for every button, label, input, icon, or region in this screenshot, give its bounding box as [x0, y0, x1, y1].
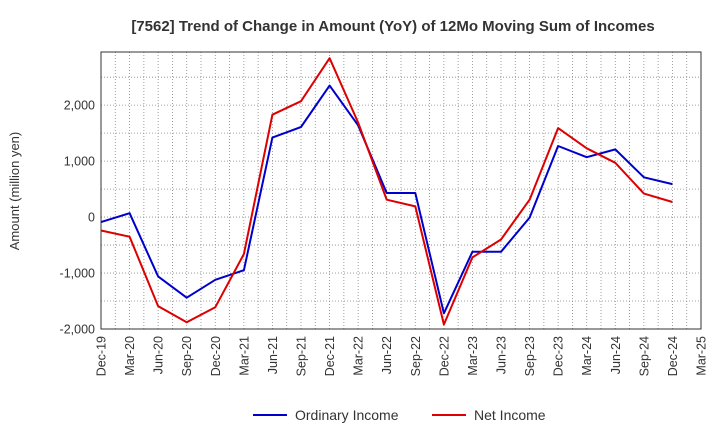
- x-axis-ticks: Dec-19 Mar-20 Jun-20 Sep-20 Dec-20 Mar-21 Jun-…: [95, 336, 709, 376]
- x-tick-label: Dec-21: [323, 336, 337, 376]
- x-tick-label: Jun-20: [152, 336, 166, 374]
- axes: [100, 51, 702, 330]
- y-tick-label: -2,000: [60, 323, 95, 337]
- x-tick-label: Jun-23: [495, 336, 509, 374]
- x-tick-label: Dec-24: [666, 336, 680, 376]
- legend: Ordinary Income Net Income: [253, 407, 546, 423]
- x-tick-label: Sep-24: [637, 336, 651, 376]
- x-tick-label: Dec-22: [437, 336, 451, 376]
- x-tick-label: Mar-22: [352, 336, 366, 376]
- legend-label-ordinary-income: Ordinary Income: [295, 407, 399, 423]
- x-tick-label: Sep-22: [409, 336, 423, 376]
- x-tick-label: Jun-21: [266, 336, 280, 374]
- x-tick-label: Mar-23: [466, 336, 480, 376]
- y-axis-ticks: -2,000 -1,000 0 1,000 2,000: [60, 99, 96, 337]
- x-tick-label: Jun-24: [609, 336, 623, 374]
- legend-label-net-income: Net Income: [474, 407, 546, 423]
- x-tick-label: Mar-24: [580, 336, 594, 376]
- x-tick-label: Mar-20: [123, 336, 137, 376]
- chart-title: [7562] Trend of Change in Amount (YoY) o…: [131, 18, 654, 35]
- x-tick-label: Dec-20: [209, 336, 223, 376]
- x-tick-label: Mar-21: [237, 336, 251, 376]
- x-tick-label: Jun-22: [380, 336, 394, 374]
- x-tick-label: Dec-19: [95, 336, 109, 376]
- x-tick-label: Dec-23: [552, 336, 566, 376]
- x-tick-label: Sep-23: [523, 336, 537, 376]
- y-tick-label: -1,000: [60, 267, 95, 281]
- plot-frame: [100, 51, 702, 330]
- y-tick-label: 0: [88, 211, 95, 225]
- series-line-ordinary-income: [100, 84, 673, 315]
- x-tick-label: Sep-21: [295, 336, 309, 376]
- y-tick-label: 2,000: [64, 99, 95, 113]
- x-tick-label: Mar-25: [695, 336, 709, 376]
- x-tick-label: Sep-20: [180, 336, 194, 376]
- y-axis-label: Amount (million yen): [7, 132, 22, 251]
- y-tick-label: 1,000: [64, 155, 95, 169]
- series-line-net-income: [100, 57, 673, 326]
- series-lines: [100, 57, 673, 326]
